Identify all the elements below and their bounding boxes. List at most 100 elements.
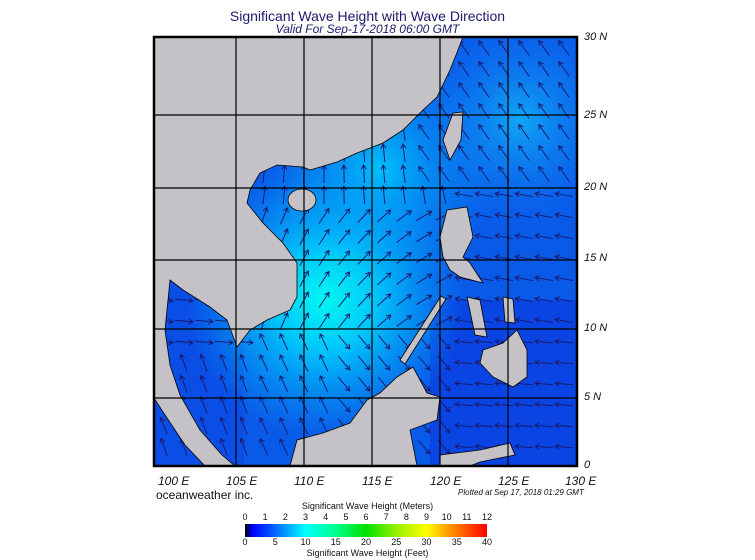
colorbar-meters-title: Significant Wave Height (Meters) [301, 501, 434, 511]
wave-direction-arrow [534, 338, 554, 345]
lon-label: 130 E [565, 474, 597, 488]
wave-direction-arrow [357, 313, 371, 328]
wave-direction-arrow [558, 60, 570, 77]
wave-direction-arrow [199, 395, 208, 414]
wave-direction-arrow [319, 353, 329, 372]
wave-direction-arrow [338, 229, 351, 245]
wave-direction-arrow [417, 376, 431, 392]
wave-direction-arrow [494, 422, 514, 429]
wave-direction-arrow [418, 165, 430, 182]
wave-direction-arrow [474, 212, 493, 219]
taiwan-island [442, 111, 464, 161]
wave-direction-arrow [319, 374, 329, 393]
wave-direction-arrow [357, 292, 371, 307]
colorbar-tick: 11 [462, 512, 472, 522]
wave-direction-arrow [534, 233, 553, 240]
wave-direction-arrow [357, 208, 371, 223]
wave-direction-arrow [338, 250, 351, 266]
wave-direction-arrow [338, 208, 351, 224]
wave-direction-arrow [474, 254, 493, 261]
wave-direction-arrow [416, 252, 433, 264]
wave-direction-arrow [239, 416, 248, 435]
wave-direction-arrow [514, 296, 533, 303]
colorbar-tick: 3 [302, 512, 309, 522]
wave-direction-arrow [279, 206, 289, 225]
wave-direction-arrow [494, 254, 513, 261]
wave-direction-arrow [279, 395, 289, 414]
colorbar-tick: 9 [423, 512, 430, 522]
wave-direction-arrow [357, 334, 371, 350]
wave-direction-arrow [534, 401, 554, 408]
colorbar-tick: 6 [363, 512, 369, 522]
wave-direction-arrow [239, 353, 248, 372]
wave-direction-arrow [396, 315, 413, 327]
wave-direction-arrow [538, 144, 550, 161]
wave-direction-arrow [239, 395, 248, 414]
wave-direction-arrow [318, 249, 330, 266]
colorbar-tick: 10 [300, 537, 311, 547]
map-frame [152, 35, 579, 468]
wave-direction-arrow [454, 191, 473, 198]
wave-direction-arrow [514, 212, 533, 219]
map-title: Significant Wave Height with Wave Direct… [229, 8, 506, 24]
wave-direction-arrow [454, 317, 473, 324]
lat-label: 0 [584, 459, 591, 471]
wave-direction-arrow [538, 81, 550, 98]
wave-direction-arrow [558, 39, 570, 56]
wave-direction-arrow [357, 229, 371, 244]
wave-direction-arrow [474, 401, 494, 408]
colorbar-tick: 15 [330, 537, 341, 547]
wave-direction-arrow [416, 273, 433, 285]
wave-direction-arrow [554, 233, 573, 240]
wave-direction-arrow [538, 39, 550, 56]
wave-direction-arrow [219, 353, 228, 372]
wave-direction-arrow [259, 395, 269, 414]
wave-direction-arrow [279, 374, 289, 393]
wave-direction-arrow [478, 60, 490, 77]
wave-direction-arrow [518, 144, 530, 161]
wave-direction-arrow [376, 251, 392, 265]
wave-direction-arrow [554, 443, 574, 450]
wave-direction-arrow [396, 273, 413, 285]
wave-direction-arrow [494, 275, 513, 282]
lat-label: 15 N [584, 252, 608, 264]
wave-direction-arrow [376, 272, 392, 286]
wave-direction-arrow [454, 401, 474, 408]
wave-direction-arrow [554, 191, 573, 198]
lon-label: 115 E [362, 474, 393, 488]
wave-direction-arrow [538, 60, 550, 77]
wave-direction-arrow [380, 143, 387, 163]
lat-label: 25 N [584, 109, 608, 121]
wave-direction-arrow [159, 437, 168, 456]
wave-direction-arrow [418, 123, 430, 140]
wave-direction-arrow [534, 275, 553, 282]
wave-direction-arrow [458, 165, 470, 182]
asia-mainland [154, 37, 464, 466]
colorbar-tick: 35 [451, 537, 462, 547]
wave-direction-arrow [435, 274, 453, 284]
wave-direction-arrow [538, 123, 550, 140]
wave-direction-arrow [337, 376, 351, 392]
wave-direction-arrow [321, 185, 328, 205]
graticule [154, 37, 577, 466]
wave-direction-arrow [377, 334, 391, 350]
hainan-island [287, 188, 317, 212]
wave-direction-arrow [179, 353, 188, 372]
wave-direction-arrow [474, 338, 494, 345]
wave-direction-arrow [337, 355, 351, 371]
wave-direction-arrow [514, 401, 534, 408]
map-subtitle: Valid For Sep-17-2018 06:00 GMT [275, 22, 460, 36]
wave-direction-arrow [396, 294, 413, 306]
lat-label: 20 N [584, 181, 608, 193]
wave-direction-arrow [554, 254, 573, 261]
wave-direction-arrow [474, 191, 493, 198]
wave-direction-arrow [534, 296, 553, 303]
wave-direction-arrow [478, 81, 490, 98]
wave-direction-arrow [219, 437, 228, 456]
wave-direction-arrow [554, 317, 573, 324]
wave-direction-arrow [494, 233, 513, 240]
wave-direction-arrow [357, 355, 371, 371]
wave-direction-arrow [360, 185, 367, 205]
wave-direction-arrow [400, 185, 407, 204]
colorbar-tick: 10 [441, 512, 452, 522]
